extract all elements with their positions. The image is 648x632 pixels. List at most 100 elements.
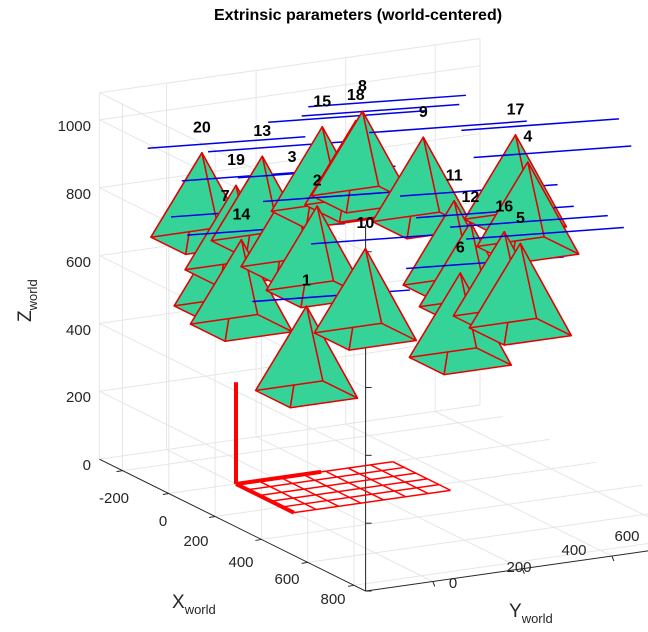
- z-tick-labels: 0 200 400 600 800 1000: [58, 118, 91, 474]
- camera-face: [371, 136, 441, 223]
- x-tick-mark: [116, 470, 123, 473]
- camera-face: [189, 238, 259, 325]
- camera-face: [210, 155, 280, 242]
- y-axis-label-subscript: world: [521, 611, 553, 626]
- checkerboard-line: [392, 461, 451, 492]
- z-tick-label: 800: [66, 186, 91, 203]
- camera-6: [406, 256, 564, 376]
- grid-line: [99, 133, 481, 189]
- chart-title: Extrinsic parameters (world-centered): [214, 7, 502, 24]
- checkerboard-line: [325, 470, 384, 501]
- z-axis-label-subscript: world: [25, 279, 40, 311]
- x-tick-label: 600: [274, 571, 299, 588]
- camera-axis-line: [268, 110, 426, 124]
- cameras: [147, 94, 632, 409]
- camera-label: 8: [358, 78, 367, 95]
- camera-label: 17: [507, 102, 525, 119]
- grid-line: [435, 410, 648, 518]
- camera-label: 7: [221, 188, 230, 205]
- camera-label: 20: [193, 119, 211, 136]
- camera-axis-line: [308, 94, 466, 108]
- camera-axis-line: [466, 226, 624, 240]
- checkerboard-line: [282, 483, 440, 508]
- camera-label: 19: [227, 152, 245, 169]
- x-tick-mark: [162, 493, 169, 496]
- world-x-axis: [235, 482, 295, 515]
- checkerboard-line: [259, 472, 416, 497]
- grid-line: [99, 65, 481, 121]
- x-tick-mark: [255, 538, 262, 541]
- checkerboard: [235, 460, 451, 514]
- x-axis-label-main: X: [172, 592, 185, 613]
- y-axis-label: Yworld: [509, 601, 553, 626]
- camera-face: [254, 305, 324, 392]
- camera-axis-line: [473, 145, 632, 159]
- camera-axis-line: [147, 136, 306, 149]
- camera-label: 4: [523, 129, 532, 146]
- grid-line: [99, 390, 366, 524]
- grid-line: [99, 404, 481, 460]
- x-tick-mark: [209, 516, 216, 518]
- checkerboard-line: [347, 467, 407, 498]
- camera-axis-line: [208, 139, 366, 153]
- checkerboard-line: [270, 478, 428, 502]
- z-axis-label-main: Z: [15, 310, 36, 322]
- x-tick-label: 400: [228, 554, 253, 571]
- camera-label: 5: [516, 210, 525, 227]
- camera-label: 11: [446, 167, 463, 184]
- x-tick-mark: [347, 584, 355, 587]
- camera-axis-line: [301, 103, 460, 117]
- y-tick-mark: [611, 555, 615, 562]
- grid-line: [166, 449, 433, 582]
- world-y-axis: [235, 469, 322, 486]
- z-tick-label: 0: [83, 457, 91, 474]
- grid-line: [345, 423, 613, 557]
- world-origin-axes: [234, 382, 322, 515]
- x-axis-label-subscript: world: [184, 602, 216, 617]
- camera-label: 18: [347, 87, 365, 104]
- y-tick-label: 400: [561, 542, 586, 559]
- grid-line: [307, 513, 648, 563]
- camera-axis-line: [450, 214, 608, 228]
- y-tick-label: 200: [506, 559, 531, 576]
- y-tick-mark: [432, 581, 436, 587]
- x-tick-mark: [301, 561, 308, 564]
- x-tick-label: 0: [159, 513, 167, 530]
- grid-line: [122, 415, 504, 472]
- checkerboard-line: [302, 473, 362, 504]
- camera-face: [468, 242, 538, 329]
- z-tick-label: 600: [66, 254, 91, 271]
- camera-label: 1: [302, 273, 311, 290]
- checkerboard-line: [280, 476, 339, 507]
- grid-line: [353, 542, 648, 586]
- checkerboard-line: [293, 489, 451, 514]
- camera-label: 13: [253, 123, 271, 140]
- y-tick-label: 0: [449, 575, 457, 592]
- y-axis-label-main: Y: [509, 601, 522, 622]
- camera-face: [150, 152, 219, 238]
- camera-axis-line: [369, 120, 527, 134]
- y-tick-labels: 0 200 400 600: [449, 528, 640, 592]
- checkerboard-line: [247, 466, 405, 491]
- y-axis-line: [365, 550, 648, 592]
- grid-line: [99, 322, 366, 456]
- x-axis-line: [99, 458, 366, 592]
- camera-label: 14: [233, 206, 251, 223]
- grid-line: [261, 484, 643, 540]
- camera-face: [310, 110, 380, 197]
- camera-label: 10: [357, 215, 375, 232]
- x-tick-label: 200: [183, 533, 208, 550]
- checkerboard-line: [370, 464, 429, 495]
- camera-label: 3: [288, 149, 297, 166]
- z-axis-label: Zworld: [15, 279, 40, 322]
- x-tick-labels: -200 0 200 400 600 800: [99, 490, 346, 608]
- camera-5: [466, 226, 624, 346]
- grid-line: [255, 436, 523, 570]
- z-tick-label: 200: [66, 389, 91, 406]
- camera-10: [311, 231, 469, 351]
- y-tick-label: 600: [614, 528, 639, 545]
- x-tick-label: 800: [320, 591, 345, 608]
- z-tick-label: 400: [66, 322, 91, 339]
